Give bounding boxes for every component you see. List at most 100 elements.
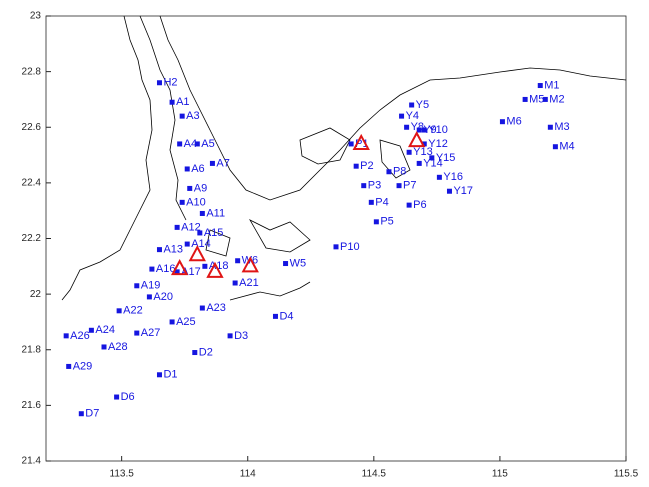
station-marker <box>192 350 198 356</box>
station-label: Y17 <box>453 185 473 197</box>
station-marker <box>409 102 415 108</box>
station-marker <box>116 308 122 314</box>
station-marker <box>146 294 152 300</box>
station-label: A22 <box>123 305 143 317</box>
station-marker <box>404 124 410 130</box>
station-marker <box>63 333 69 339</box>
station-marker <box>114 394 120 400</box>
station-marker <box>537 83 543 89</box>
station-label: D2 <box>199 346 213 358</box>
station-label: A3 <box>186 110 199 122</box>
station-label: A27 <box>141 327 161 339</box>
station-label: P5 <box>380 216 393 228</box>
station-marker <box>283 261 289 267</box>
station-marker <box>169 319 175 325</box>
y-tick-label: 23 <box>30 11 42 22</box>
station-marker <box>406 202 412 208</box>
triangle-marker <box>408 131 426 148</box>
station-label: A29 <box>73 360 93 372</box>
station-marker <box>416 160 422 166</box>
station-label: A1 <box>176 96 189 108</box>
station-label: A16 <box>156 263 176 275</box>
station-marker <box>187 185 193 191</box>
station-label: A4 <box>184 138 197 150</box>
station-marker <box>179 113 185 119</box>
station-marker <box>174 269 180 275</box>
station-label: M5 <box>529 93 544 105</box>
station-label: D6 <box>121 391 135 403</box>
station-label: A7 <box>216 157 229 169</box>
station-label: Y5 <box>416 99 429 111</box>
station-marker <box>184 166 190 172</box>
station-label: A26 <box>70 330 90 342</box>
station-label: P2 <box>360 160 373 172</box>
station-label: A23 <box>206 302 226 314</box>
y-tick-label: 22.6 <box>22 122 42 133</box>
station-marker <box>348 141 354 147</box>
station-marker <box>66 363 72 369</box>
station-marker <box>202 263 208 269</box>
station-marker <box>101 344 107 350</box>
station-marker <box>421 141 427 147</box>
station-marker <box>134 283 140 289</box>
triangle-marker <box>206 261 224 278</box>
station-label: D7 <box>85 408 99 420</box>
station-label: D1 <box>163 369 177 381</box>
station-label: Y4 <box>406 110 419 122</box>
station-label: A21 <box>239 277 259 289</box>
station-marker <box>78 411 84 417</box>
station-marker <box>272 313 278 319</box>
station-marker <box>88 327 94 333</box>
y-tick-label: 22.4 <box>22 178 42 189</box>
station-label: A12 <box>181 221 201 233</box>
station-marker <box>169 99 175 105</box>
station-marker <box>416 127 422 133</box>
station-label: Y13 <box>413 146 433 158</box>
y-tick-label: 21.6 <box>22 400 42 411</box>
plot-area <box>45 15 627 462</box>
station-label: P3 <box>368 180 381 192</box>
station-marker <box>179 199 185 205</box>
coastline <box>61 15 627 301</box>
station-label: W5 <box>290 257 307 269</box>
station-label: A25 <box>176 316 196 328</box>
station-label: P10 <box>340 241 360 253</box>
station-marker <box>235 258 241 264</box>
station-label: A14 <box>191 238 211 250</box>
x-tick-label: 114 <box>240 469 256 480</box>
station-marker <box>406 149 412 155</box>
triangle-marker <box>352 133 370 150</box>
station-label: M6 <box>506 116 521 128</box>
station-marker <box>552 144 558 150</box>
station-marker <box>421 127 427 133</box>
station-marker <box>227 333 233 339</box>
station-marker <box>194 141 200 147</box>
x-tick-label: 115.5 <box>614 469 639 480</box>
station-label: A28 <box>108 341 128 353</box>
station-label: M4 <box>559 141 574 153</box>
station-marker <box>499 119 505 125</box>
station-marker <box>399 113 405 119</box>
station-label: Y10 <box>428 124 448 136</box>
station-label: D3 <box>234 330 248 342</box>
y-tick-label: 21.4 <box>22 456 42 467</box>
station-marker <box>209 160 215 166</box>
y-tick-label: 22 <box>30 289 42 300</box>
triangle-marker <box>188 245 206 262</box>
x-tick-label: 114.5 <box>362 469 387 480</box>
x-tick-label: 115 <box>492 469 508 480</box>
station-label: P7 <box>403 180 416 192</box>
station-marker <box>184 241 190 247</box>
station-marker <box>386 169 392 175</box>
station-label: A9 <box>194 182 207 194</box>
station-marker <box>547 124 553 130</box>
station-marker <box>156 247 162 253</box>
station-marker <box>446 188 452 194</box>
x-tick-label: 113.5 <box>110 469 135 480</box>
station-label: A11 <box>206 207 225 219</box>
station-marker <box>542 96 548 102</box>
station-label: Y16 <box>443 171 463 183</box>
y-tick-label: 21.8 <box>22 344 42 355</box>
